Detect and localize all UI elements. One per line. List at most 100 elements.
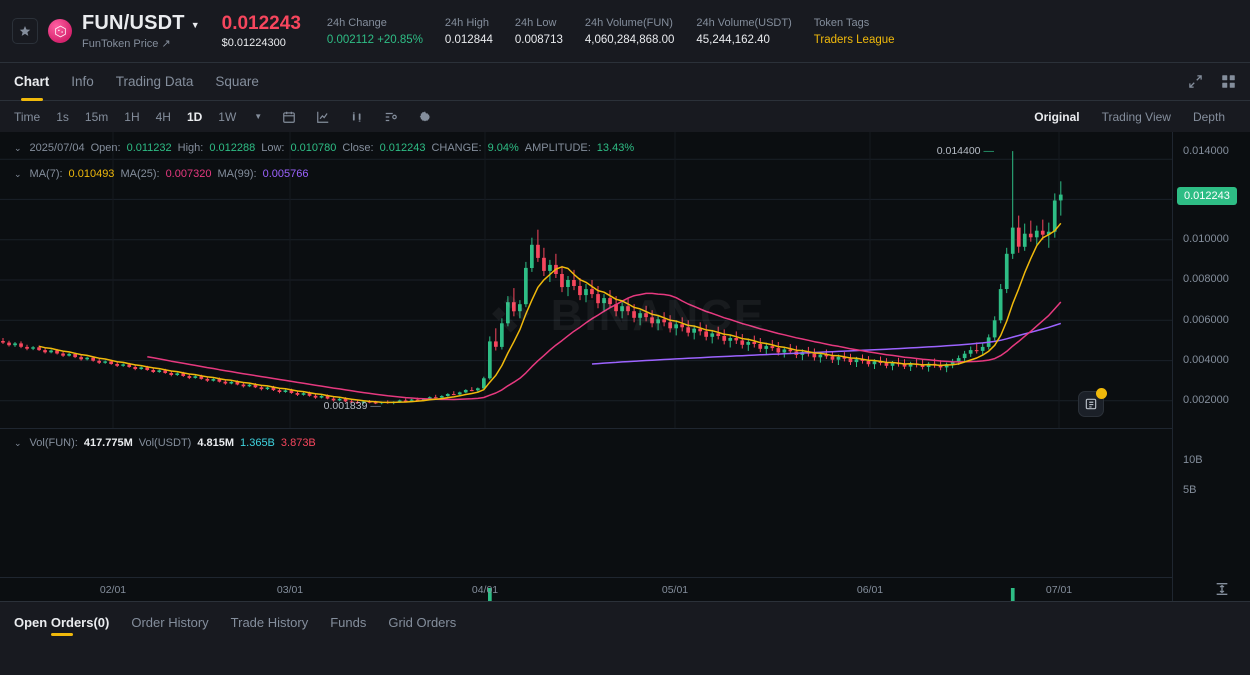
ticker-bar: FUN/USDT ▼ FunToken Price ↗ 0.012243 $0.… bbox=[0, 0, 1250, 62]
price-axis[interactable]: 0.014000 0.012243 0.010000 0.008000 0.00… bbox=[1172, 132, 1250, 601]
date-axis[interactable]: 02/01 03/01 04/01 05/01 06/01 07/01 bbox=[0, 577, 1172, 601]
pair-dropdown-icon[interactable]: ▼ bbox=[190, 20, 200, 30]
mode-trading-view[interactable]: Trading View bbox=[1101, 109, 1171, 124]
interval-more-dropdown-icon[interactable]: ▼ bbox=[254, 112, 263, 121]
vol-ma-cyan-value: 1.365B bbox=[240, 437, 275, 449]
vol-ma-pink-value: 3.873B bbox=[280, 437, 316, 449]
volume-panel-divider bbox=[0, 428, 1172, 429]
y-tick: 0.014000 bbox=[1183, 145, 1229, 157]
pair-sub-label: FunToken Price bbox=[82, 37, 159, 50]
interval-4h[interactable]: 4H bbox=[155, 109, 171, 124]
high-price-marker: 0.014400 — bbox=[936, 145, 994, 158]
external-link-icon[interactable]: ↗ bbox=[161, 38, 171, 50]
vol-fun-value: 417.775M bbox=[83, 437, 133, 449]
high-value: 0.012288 bbox=[209, 142, 256, 154]
amplitude-value: 13.43% bbox=[596, 142, 635, 154]
price-block: 0.012243 $0.01224300 bbox=[222, 13, 301, 50]
last-price-usd: $0.01224300 bbox=[221, 37, 286, 50]
mode-original[interactable]: Original bbox=[1034, 109, 1080, 124]
chart-area[interactable]: ⌄ 2025/07/04 Open: 0.011232 High: 0.0122… bbox=[0, 132, 1250, 601]
toolbar-time-label[interactable]: Time bbox=[14, 109, 41, 124]
stat-value: 0.008713 bbox=[514, 33, 563, 46]
last-price: 0.012243 bbox=[221, 12, 301, 34]
y-tick: 0.006000 bbox=[1183, 314, 1229, 326]
token-tag-link[interactable]: Traders League bbox=[813, 33, 895, 46]
calendar-icon[interactable] bbox=[272, 110, 306, 124]
volume-y-tick: 10B bbox=[1183, 454, 1203, 466]
y-tick: 0.002000 bbox=[1183, 394, 1229, 406]
tab-open-orders[interactable]: Open Orders(0) bbox=[14, 602, 109, 642]
layout-grid-icon[interactable] bbox=[1221, 74, 1236, 89]
pair-name: FUN/USDT bbox=[82, 12, 185, 34]
stat-token-tags: Token Tags Traders League bbox=[814, 17, 895, 46]
news-announcement-icon[interactable] bbox=[1078, 388, 1107, 417]
x-tick: 02/01 bbox=[99, 584, 127, 596]
stat-label: 24h Volume(FUN) bbox=[584, 16, 673, 29]
stat-24h-volume-base: 24h Volume(FUN) 4,060,284,868.00 bbox=[585, 17, 675, 46]
mode-depth[interactable]: Depth bbox=[1192, 109, 1225, 124]
y-tick: 0.004000 bbox=[1183, 354, 1229, 366]
candlestick-plot[interactable] bbox=[0, 132, 1172, 601]
interval-1s[interactable]: 1s bbox=[56, 109, 69, 124]
interval-1h[interactable]: 1H bbox=[124, 109, 140, 124]
pair-block[interactable]: FUN/USDT ▼ FunToken Price ↗ bbox=[82, 12, 200, 50]
interval-1d[interactable]: 1D bbox=[186, 109, 203, 124]
vol-fun-label: Vol(FUN): bbox=[29, 437, 78, 449]
x-tick: 06/01 bbox=[856, 584, 884, 596]
tab-chart[interactable]: Chart bbox=[14, 63, 49, 101]
display-settings-icon[interactable] bbox=[374, 110, 408, 124]
close-label: Close: bbox=[342, 142, 374, 154]
tab-funds[interactable]: Funds bbox=[330, 614, 367, 630]
y-tick: 0.008000 bbox=[1183, 273, 1229, 285]
indicators-icon[interactable] bbox=[340, 110, 374, 124]
chart-type-icon[interactable] bbox=[306, 110, 340, 124]
expand-icon[interactable] bbox=[1188, 74, 1203, 89]
tab-order-history[interactable]: Order History bbox=[131, 614, 209, 630]
low-value: 0.010780 bbox=[290, 142, 337, 154]
collapse-chevron-icon[interactable]: ⌄ bbox=[14, 168, 22, 179]
chart-toolbar: Time 1s 15m 1H 4H 1D 1W ▼ Original Tradi… bbox=[0, 100, 1250, 132]
stat-label: 24h Low bbox=[514, 16, 557, 29]
stat-24h-low: 24h Low 0.008713 bbox=[515, 17, 563, 46]
orders-panel: Open Orders(0) Order History Trade Histo… bbox=[0, 601, 1250, 675]
x-tick: 07/01 bbox=[1045, 584, 1073, 596]
open-value: 0.011232 bbox=[126, 142, 172, 154]
change-value: 9.04% bbox=[487, 142, 519, 154]
orders-tabs: Open Orders(0) Order History Trade Histo… bbox=[14, 602, 1236, 642]
amplitude-label: AMPLITUDE: bbox=[524, 142, 591, 154]
vol-usdt-value: 4.815M bbox=[197, 437, 235, 449]
stat-label: 24h Volume(USDT) bbox=[696, 16, 792, 29]
low-price-marker: 0.001839 — bbox=[323, 400, 381, 413]
tab-trade-history[interactable]: Trade History bbox=[230, 614, 309, 630]
stat-value: 0.002112 +20.85% bbox=[326, 33, 423, 46]
nav-tabs: Chart Info Trading Data Square bbox=[0, 62, 1250, 100]
interval-1w[interactable]: 1W bbox=[218, 109, 237, 124]
stat-label: 24h Change bbox=[326, 16, 387, 29]
low-label: Low: bbox=[261, 142, 285, 154]
high-label: High: bbox=[177, 142, 204, 154]
ohlc-legend: ⌄ 2025/07/04 Open: 0.011232 High: 0.0122… bbox=[14, 142, 634, 154]
fit-scale-icon[interactable] bbox=[1214, 581, 1230, 597]
collapse-chevron-icon[interactable]: ⌄ bbox=[14, 437, 22, 448]
stat-label: Token Tags bbox=[813, 16, 870, 29]
collapse-chevron-icon[interactable]: ⌄ bbox=[14, 142, 22, 153]
volume-y-tick: 5B bbox=[1183, 484, 1197, 496]
stat-value: 4,060,284,868.00 bbox=[584, 33, 675, 46]
tab-square[interactable]: Square bbox=[215, 74, 259, 89]
ma99-label: MA(99): bbox=[217, 168, 257, 180]
interval-15m[interactable]: 15m bbox=[84, 109, 109, 124]
x-tick: 05/01 bbox=[661, 584, 689, 596]
stat-24h-change: 24h Change 0.002112 +20.85% bbox=[327, 17, 423, 46]
tab-grid-orders[interactable]: Grid Orders bbox=[388, 614, 457, 630]
ma7-value: 0.010493 bbox=[68, 168, 115, 180]
tab-info[interactable]: Info bbox=[71, 74, 94, 89]
notification-dot bbox=[1096, 388, 1107, 399]
stat-24h-volume-quote: 24h Volume(USDT) 45,244,162.40 bbox=[696, 17, 791, 46]
tab-trading-data[interactable]: Trading Data bbox=[115, 74, 194, 89]
open-label: Open: bbox=[90, 142, 121, 154]
coin-logo-icon bbox=[48, 19, 72, 43]
gear-icon[interactable] bbox=[408, 110, 442, 124]
change-label: CHANGE: bbox=[431, 142, 482, 154]
favorite-star-icon[interactable] bbox=[12, 18, 38, 44]
